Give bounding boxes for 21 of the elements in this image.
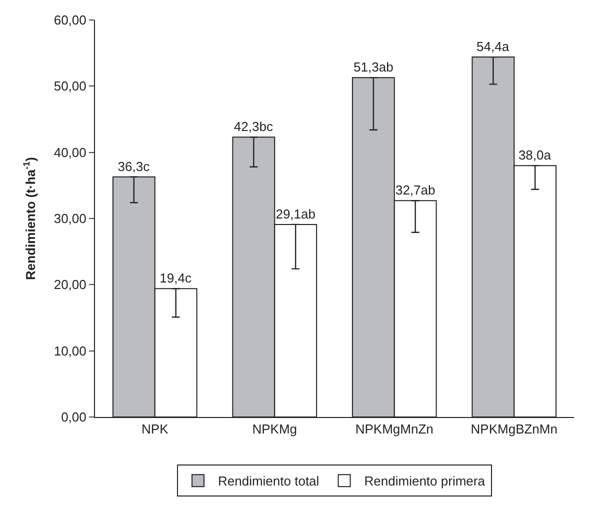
x-tick-label: NPKMgMnZn — [355, 422, 434, 437]
data-label: 29,1ab — [276, 206, 316, 222]
data-label: 19,4c — [160, 270, 192, 286]
legend-label: Rendimiento primera — [364, 474, 486, 489]
x-tick-label: NPK — [142, 422, 169, 437]
y-tick-label: 0,00 — [61, 410, 86, 425]
y-tick-label: 30,00 — [54, 211, 86, 226]
data-label: 36,3c — [118, 158, 150, 174]
y-tick-label: 50,00 — [54, 78, 86, 94]
y-tick-label: 40,00 — [54, 144, 86, 160]
data-label: 42,3bc — [234, 119, 274, 134]
y-tick-label: 60,00 — [54, 12, 86, 28]
x-tick-label: NPKMgBZnMn — [470, 422, 558, 437]
y-tick-label: 20,00 — [54, 277, 86, 292]
data-label: 54,4a — [476, 39, 510, 54]
y-tick-label: 10,00 — [54, 343, 86, 358]
x-tick-label: NPKMg — [252, 422, 298, 437]
data-label: 32,7ab — [395, 182, 436, 198]
data-label: 38,0a — [518, 148, 552, 163]
legend-label: Rendimiento total — [218, 474, 320, 489]
data-label: 51,3ab — [354, 60, 394, 75]
